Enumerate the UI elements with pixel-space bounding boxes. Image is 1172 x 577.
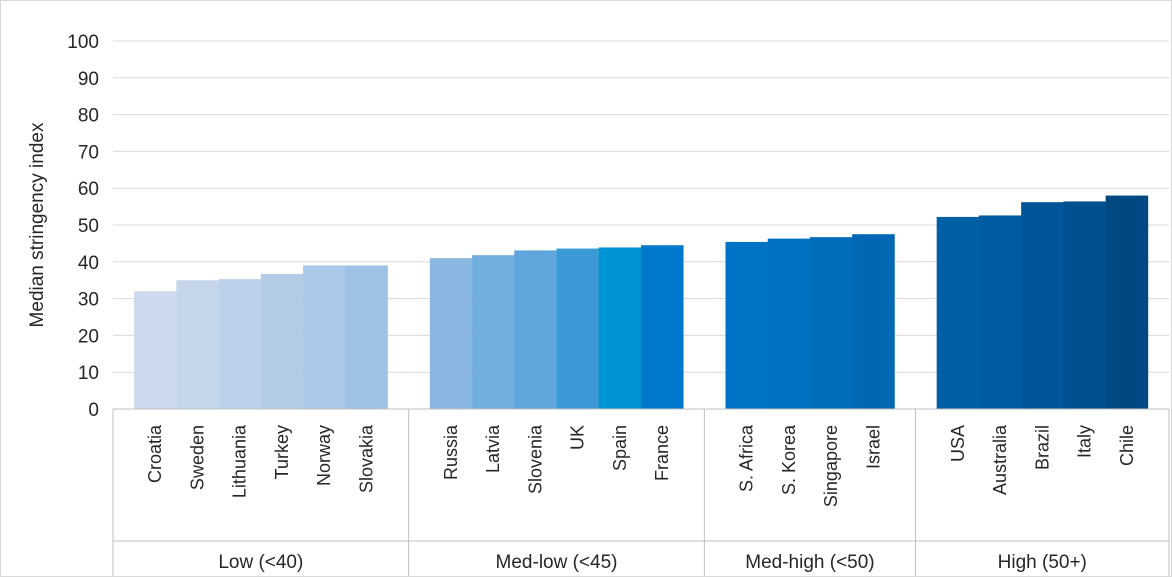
- bar: [218, 279, 262, 409]
- category-label: Russia: [441, 424, 461, 480]
- bar: [598, 247, 642, 409]
- category-label: USA: [948, 425, 968, 462]
- group-label: High (50+): [998, 552, 1087, 573]
- category-label: Slovakia: [356, 424, 376, 493]
- category-label: Sweden: [187, 425, 207, 490]
- category-label: France: [652, 425, 672, 481]
- category-label: UK: [568, 425, 588, 450]
- group-label: Med-low (<45): [496, 552, 618, 573]
- y-tick-label: 90: [78, 69, 99, 90]
- category-label: Turkey: [272, 425, 292, 479]
- group-label: Low (<40): [218, 552, 303, 573]
- category-label: Brazil: [1032, 425, 1052, 470]
- y-axis-ticks: 0 10 20 30 40 50 60 70 80 90 100: [67, 32, 99, 421]
- y-tick-label: 10: [78, 363, 99, 384]
- bar: [1021, 202, 1064, 409]
- category-label: Australia: [990, 424, 1010, 495]
- bar: [429, 258, 473, 409]
- group-label: Med-high (<50): [745, 552, 874, 573]
- y-tick-label: 100: [67, 32, 99, 53]
- category-label: Singapore: [821, 425, 841, 507]
- category-label: S. Korea: [779, 424, 799, 495]
- bar: [725, 241, 769, 409]
- y-tick-label: 20: [78, 326, 99, 347]
- y-tick-label: 70: [78, 142, 99, 163]
- y-tick-label: 40: [78, 253, 99, 274]
- y-tick-label: 80: [78, 106, 99, 127]
- category-label: Chile: [1117, 425, 1137, 466]
- category-labels: Croatia Sweden Lithuania Turkey Norway Slovak…: [145, 424, 1137, 507]
- bar: [345, 265, 388, 409]
- bar: [978, 215, 1022, 409]
- bar: [852, 234, 895, 409]
- bar: [767, 238, 811, 409]
- category-label: Croatia: [145, 424, 165, 483]
- bar: [1105, 195, 1149, 409]
- category-label: S. Africa: [737, 424, 757, 492]
- category-label: Latvia: [483, 424, 503, 473]
- bar: [1063, 201, 1106, 409]
- y-tick-label: 50: [78, 216, 99, 237]
- bar: [514, 250, 557, 409]
- category-label: Lithuania: [230, 424, 250, 498]
- bar: [260, 273, 304, 409]
- category-label: Israel: [863, 425, 883, 469]
- category-label: Italy: [1075, 425, 1095, 458]
- y-tick-label: 0: [88, 400, 99, 421]
- bar: [556, 248, 600, 409]
- y-axis-label: Median stringency index: [27, 122, 48, 327]
- bar: [472, 255, 515, 409]
- bar: [809, 237, 853, 409]
- bar: [176, 280, 219, 409]
- category-label: Norway: [314, 425, 334, 486]
- y-tick-label: 60: [78, 179, 99, 200]
- group-labels: Low (<40) Med-low (<45) Med-high (<50) High…: [112, 408, 1170, 576]
- bar: [134, 291, 177, 409]
- category-label: Slovenia: [525, 424, 545, 494]
- bar: [936, 216, 980, 409]
- bar: [303, 265, 346, 409]
- bars: [134, 195, 1149, 409]
- category-label: Spain: [610, 425, 630, 471]
- y-tick-label: 30: [78, 290, 99, 311]
- bar: [641, 245, 684, 409]
